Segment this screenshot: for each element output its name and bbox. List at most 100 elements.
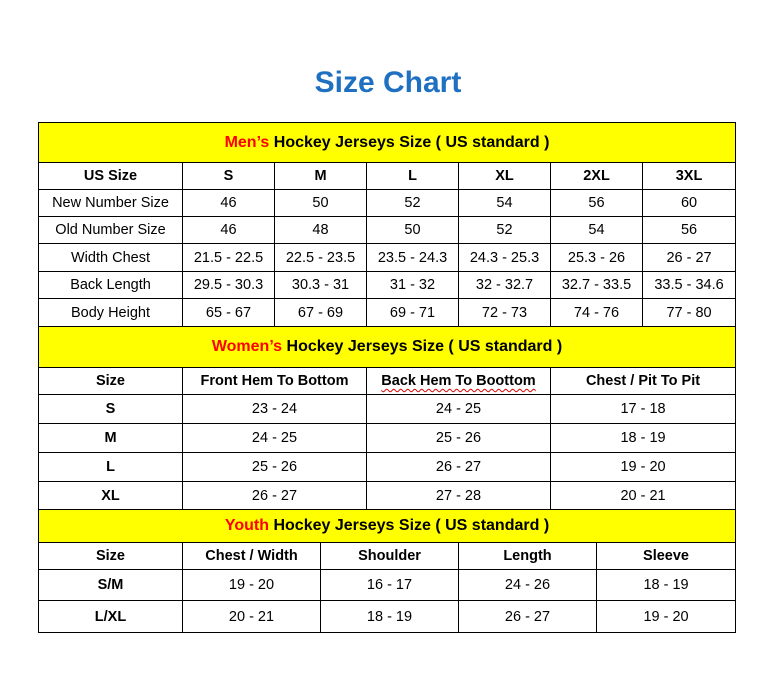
table-cell: 17 - 18	[549, 394, 737, 424]
column-header: Shoulder	[320, 542, 459, 570]
women-band-row: Women’s Hockey Jerseys Size ( US standar…	[37, 326, 737, 368]
youth-section-heading: Youth Hockey Jerseys Size ( US standard …	[37, 509, 737, 543]
table-cell: 18 - 19	[595, 569, 737, 601]
table-cell: 24.3 - 25.3	[458, 243, 551, 272]
table-cell: 60	[641, 189, 737, 217]
column-header-label: Sleeve	[643, 548, 689, 564]
row-label: L/XL	[38, 600, 183, 633]
youth-size-table: Youth Hockey Jerseys Size ( US standard …	[37, 509, 737, 633]
column-header-label: Back Hem To Boottom	[381, 373, 536, 389]
table-cell: 52	[366, 189, 459, 217]
table-cell: 52	[458, 216, 551, 244]
table-cell: 26 - 27	[366, 452, 551, 482]
column-header: Size	[38, 542, 183, 570]
women-heading-accent: Women’s	[211, 338, 283, 355]
table-cell: 32 - 32.7	[458, 271, 551, 299]
column-header: M	[274, 162, 367, 190]
table-cell: 48	[274, 216, 367, 244]
table-cell: 21.5 - 22.5	[182, 243, 275, 272]
table-cell: 56	[641, 216, 737, 244]
table-cell: 77 - 80	[641, 298, 737, 327]
table-cell: 74 - 76	[550, 298, 643, 327]
table-cell: 19 - 20	[549, 452, 737, 482]
table-cell: 20 - 21	[182, 600, 321, 633]
row-label: XL	[38, 481, 183, 510]
column-header: Length	[458, 542, 597, 570]
mens-size-table: Men’s Hockey Jerseys Size ( US standard …	[37, 122, 737, 327]
column-header: Front Hem To Bottom	[182, 367, 367, 395]
column-header-label: S	[223, 168, 234, 184]
table-row: Old Number Size 46 48 50 52 54 56	[38, 216, 737, 244]
column-header-label: Size	[95, 548, 125, 564]
men-header-row: US Size S M L XL 2XL 3XL	[38, 162, 737, 190]
column-header-label: Length	[503, 548, 552, 564]
column-header: Sleeve	[595, 542, 737, 570]
table-cell: 26 - 27	[641, 243, 737, 272]
men-band-row: Men’s Hockey Jerseys Size ( US standard …	[37, 122, 737, 163]
column-header-label: Size	[95, 373, 125, 389]
column-header-label: M	[314, 168, 327, 184]
column-header-label: Front Hem To Bottom	[200, 373, 349, 389]
column-header-label: L	[408, 168, 417, 184]
table-cell: 50	[366, 216, 459, 244]
table-cell: 27 - 28	[366, 481, 551, 510]
table-cell: 25 - 26	[182, 452, 367, 482]
table-cell: 19 - 20	[182, 569, 321, 601]
table-row: S 23 - 24 24 - 25 17 - 18	[38, 394, 737, 424]
column-header-label: Chest / Width	[205, 548, 298, 564]
row-label: S/M	[38, 569, 183, 601]
table-cell: 67 - 69	[274, 298, 367, 327]
column-header-label: 2XL	[583, 168, 610, 184]
table-cell: 72 - 73	[458, 298, 551, 327]
table-row: L 25 - 26 26 - 27 19 - 20	[38, 452, 737, 482]
column-header: Back Hem To Boottom	[366, 367, 551, 395]
table-cell: 56	[550, 189, 643, 217]
row-label: L	[38, 452, 183, 482]
column-header: XL	[458, 162, 551, 190]
table-cell: 33.5 - 34.6	[641, 271, 737, 299]
men-heading-text: Hockey Jerseys Size ( US standard )	[269, 133, 550, 151]
table-row: XL 26 - 27 27 - 28 20 - 21	[38, 481, 737, 510]
table-row: Back Length 29.5 - 30.3 30.3 - 31 31 - 32 32…	[38, 271, 737, 299]
women-heading-text: Hockey Jerseys Size ( US standard )	[282, 338, 563, 355]
table-cell: 25 - 26	[366, 423, 551, 453]
row-label: M	[38, 423, 183, 453]
table-cell: 23.5 - 24.3	[366, 243, 459, 272]
table-cell: 24 - 26	[458, 569, 597, 601]
men-section-heading: Men’s Hockey Jerseys Size ( US standard …	[37, 122, 737, 163]
womens-size-table: Women’s Hockey Jerseys Size ( US standar…	[37, 326, 737, 510]
table-cell: 16 - 17	[320, 569, 459, 601]
row-label: New Number Size	[38, 189, 183, 217]
table-cell: 25.3 - 26	[550, 243, 643, 272]
table-cell: 32.7 - 33.5	[550, 271, 643, 299]
table-cell: 30.3 - 31	[274, 271, 367, 299]
row-label: S	[38, 394, 183, 424]
table-cell: 31 - 32	[366, 271, 459, 299]
table-cell: 54	[458, 189, 551, 217]
column-header-label: XL	[495, 168, 514, 184]
table-cell: 26 - 27	[458, 600, 597, 633]
row-label: Old Number Size	[38, 216, 183, 244]
table-row: Body Height 65 - 67 67 - 69 69 - 71 72 - 73 7…	[38, 298, 737, 327]
column-header: 2XL	[550, 162, 643, 190]
column-header: Chest / Width	[182, 542, 321, 570]
table-row: M 24 - 25 25 - 26 18 - 19	[38, 423, 737, 453]
table-cell: 22.5 - 23.5	[274, 243, 367, 272]
table-cell: 50	[274, 189, 367, 217]
column-header: Size	[38, 367, 183, 395]
table-cell: 29.5 - 30.3	[182, 271, 275, 299]
column-header-label: Chest / Pit To Pit	[585, 373, 701, 389]
women-header-row: Size Front Hem To Bottom Back Hem To Boott…	[38, 367, 737, 395]
column-header-label: US Size	[83, 168, 138, 184]
column-header: US Size	[38, 162, 183, 190]
table-cell: 46	[182, 216, 275, 244]
table-cell: 26 - 27	[182, 481, 367, 510]
row-label: Width Chest	[38, 243, 183, 272]
youth-band-row: Youth Hockey Jerseys Size ( US standard …	[37, 509, 737, 543]
table-cell: 23 - 24	[182, 394, 367, 424]
column-header-label: Shoulder	[358, 548, 421, 564]
column-header: S	[182, 162, 275, 190]
table-row: S/M 19 - 20 16 - 17 24 - 26 18 - 19	[38, 569, 737, 601]
youth-header-row: Size Chest / Width Shoulder Length Sleeve	[38, 542, 737, 570]
table-cell: 24 - 25	[366, 394, 551, 424]
